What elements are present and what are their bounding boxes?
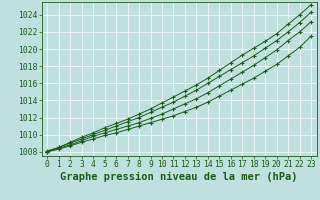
X-axis label: Graphe pression niveau de la mer (hPa): Graphe pression niveau de la mer (hPa) <box>60 172 298 182</box>
